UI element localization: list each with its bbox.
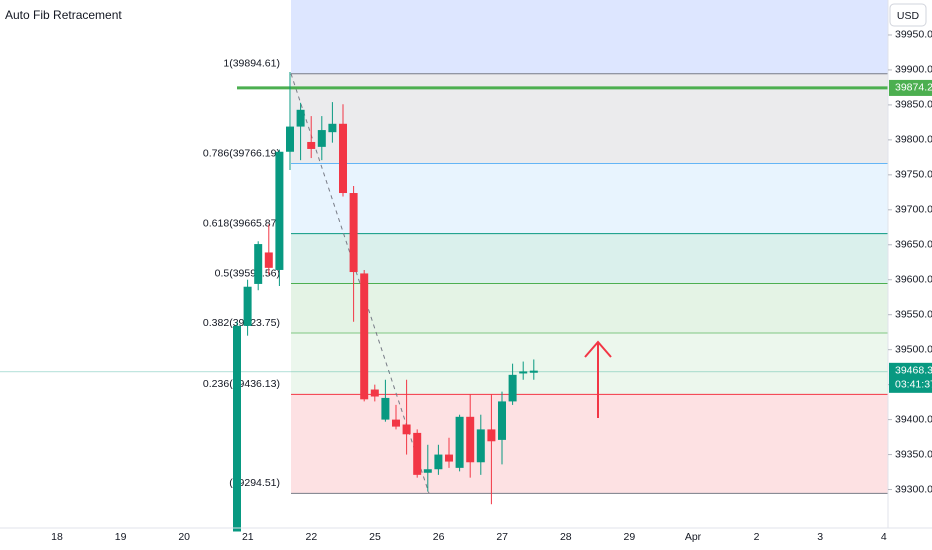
x-tick-label: 28: [560, 531, 572, 543]
fib-level-label: 1(39894.61): [223, 57, 280, 69]
candle-body: [519, 371, 528, 374]
last-price-badge: [889, 362, 932, 393]
horizontal-line-badge: [889, 79, 932, 96]
candle-body: [445, 454, 453, 462]
candle-body: [423, 469, 432, 473]
x-tick-label: 20: [178, 531, 190, 543]
fib-band: [291, 283, 888, 334]
y-tick-label: 39550.00: [895, 308, 932, 320]
candle-body: [508, 374, 517, 402]
candle-body: [233, 325, 241, 532]
candle-body: [455, 416, 464, 468]
x-tick-label: 19: [115, 531, 127, 543]
x-tick-label: 26: [433, 531, 445, 543]
candle-body: [413, 432, 422, 475]
candle-body: [381, 397, 390, 420]
fib-band: [291, 163, 888, 234]
fib-band-top: [291, 0, 888, 74]
candle-body: [317, 130, 326, 147]
x-tick-label: Apr: [685, 531, 702, 543]
arrow-annotation: [584, 340, 612, 418]
candle-body: [275, 151, 284, 270]
candle-body: [254, 244, 263, 284]
candle-body: [487, 429, 496, 442]
y-tick-label: 39500.00: [895, 343, 932, 355]
fib-band: [291, 233, 888, 284]
candle-body: [307, 141, 316, 149]
candle-body: [466, 416, 475, 463]
x-tick-label: 29: [624, 531, 636, 543]
candle-body: [286, 126, 294, 152]
candle-body: [296, 109, 305, 127]
x-tick-label: 18: [51, 531, 63, 543]
horizontal-line-label: 39874.27: [895, 82, 932, 94]
x-tick-label: 4: [881, 531, 887, 543]
y-tick-label: 39850.00: [895, 99, 932, 111]
last-price-label: 39468.30: [895, 365, 932, 377]
x-tick-label: 3: [817, 531, 823, 543]
y-tick-label: 39300.00: [895, 483, 932, 495]
y-tick-label: 39400.00: [895, 413, 932, 425]
candle-body: [434, 454, 443, 470]
fib-level-label: 0.5(39594.56): [215, 267, 280, 279]
countdown-label: 03:41:37: [895, 379, 932, 391]
y-tick-label: 39750.00: [895, 169, 932, 181]
candle-body: [264, 252, 273, 268]
x-tick-label: 21: [242, 531, 254, 543]
fib-level-label: (39294.51): [229, 477, 280, 489]
fib-band: [291, 333, 888, 395]
y-tick-label: 39350.00: [895, 448, 932, 460]
y-tick-label: 39800.00: [895, 134, 932, 146]
x-tick-label: 22: [306, 531, 318, 543]
y-tick-label: 39700.00: [895, 204, 932, 216]
candle-body: [370, 389, 379, 397]
candle-body: [339, 123, 347, 194]
currency: USD: [897, 10, 920, 22]
fib-level-label: 0.786(39766.19): [203, 147, 280, 159]
x-tick-label: 25: [369, 531, 381, 543]
x-tick-label: 27: [496, 531, 508, 543]
y-tick-label: 39950.00: [895, 29, 932, 41]
candle-body: [476, 429, 485, 463]
candle-body: [402, 424, 411, 435]
candle-body: [243, 286, 252, 326]
candle-body: [360, 273, 369, 400]
currency-box[interactable]: [889, 3, 927, 27]
y-tick-label: 39900.00: [895, 64, 932, 76]
fib-level-label: 0.382(39523.75): [203, 317, 280, 329]
candle-body: [529, 370, 538, 373]
fib-level-label: 0.236(39436.13): [203, 378, 280, 390]
candle-body: [349, 193, 358, 273]
chart-title: Auto Fib Retracement: [5, 8, 122, 22]
y-tick-label: 39650.00: [895, 239, 932, 251]
x-tick-label: 2: [754, 531, 760, 543]
plot-area: 1(39894.61) 0.786(39766.19) 0.618(39665.87…: [0, 0, 888, 532]
y-tick-label: 39600.00: [895, 274, 932, 286]
candle-body: [392, 419, 400, 427]
fib-band: [291, 394, 888, 494]
candle-body: [328, 123, 337, 133]
candle-body: [498, 401, 506, 440]
fib-level-label: 0.618(39665.87): [203, 217, 280, 229]
